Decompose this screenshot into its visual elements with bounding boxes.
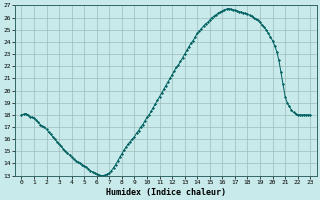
- X-axis label: Humidex (Indice chaleur): Humidex (Indice chaleur): [106, 188, 226, 197]
